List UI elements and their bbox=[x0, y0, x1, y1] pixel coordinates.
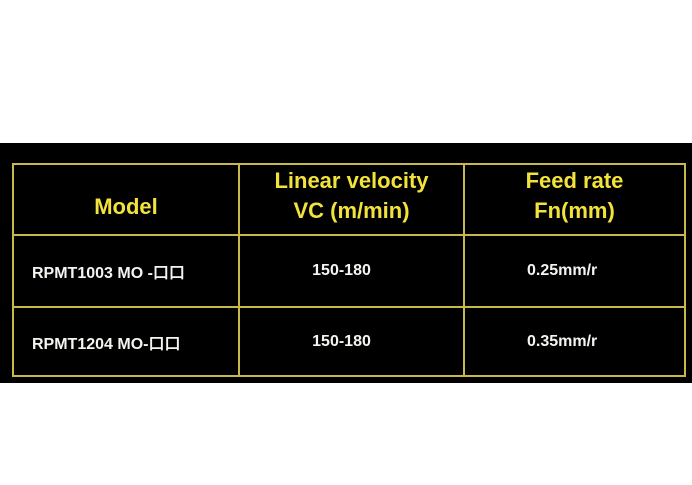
table-cell: 150-180 bbox=[240, 236, 463, 306]
table: Model Linear velocity VC (m/min) Feed rate F… bbox=[12, 163, 686, 377]
table-cell: RPMT1204 MO-口口 bbox=[14, 308, 238, 375]
header-cell: Linear velocity VC (m/min) bbox=[240, 165, 463, 234]
header-text: Feed rate bbox=[525, 167, 624, 193]
col-line bbox=[238, 165, 240, 375]
header-text: VC (m/min) bbox=[293, 197, 410, 223]
table-cell: 150-180 bbox=[240, 308, 463, 375]
row-line bbox=[14, 234, 684, 236]
header-text: Linear velocity bbox=[274, 167, 429, 193]
col-line bbox=[463, 165, 465, 375]
cell-text: 150-180 bbox=[312, 262, 371, 279]
cell-text: RPMT1204 MO-口口 bbox=[32, 335, 181, 353]
table-cell: 0.35mm/r bbox=[465, 308, 684, 375]
header-text: Model bbox=[94, 193, 158, 219]
table-cell: RPMT1003 MO -口口 bbox=[14, 236, 238, 306]
header-cell: Feed rate Fn(mm) bbox=[465, 165, 684, 234]
cell-text: 0.25mm/r bbox=[527, 262, 598, 279]
cell-text: 0.35mm/r bbox=[527, 332, 598, 350]
cell-text: RPMT1003 MO -口口 bbox=[32, 265, 185, 282]
table-cell: 0.25mm/r bbox=[465, 236, 684, 306]
header-text: Fn(mm) bbox=[534, 197, 615, 223]
dark-band bbox=[0, 143, 692, 383]
cell-text: 150-180 bbox=[312, 332, 371, 350]
row-line bbox=[14, 306, 684, 308]
header-cell: Model bbox=[14, 165, 238, 234]
